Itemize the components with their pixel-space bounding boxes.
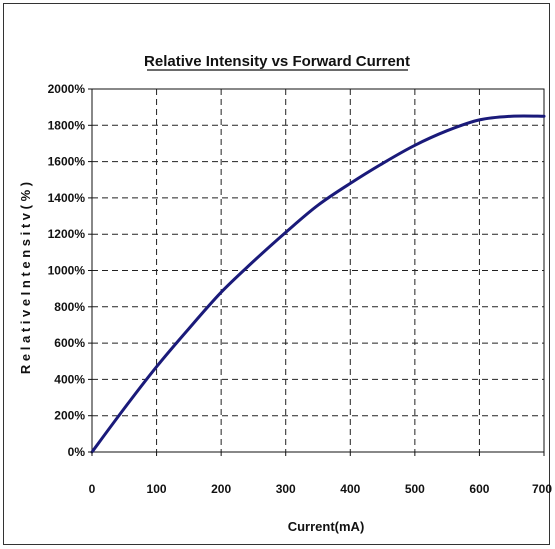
y-tick-label: 600% xyxy=(54,336,85,350)
x-axis-label: Current(mA) xyxy=(288,519,365,534)
chart-frame xyxy=(3,3,550,545)
series-line xyxy=(90,114,546,454)
chart-title: Relative Intensity vs Forward Current xyxy=(144,53,410,70)
y-tick-label: 2000% xyxy=(48,82,86,96)
x-tick-label: 400 xyxy=(340,482,360,496)
x-tick-label: 0 xyxy=(89,482,96,496)
x-tick-label: 700 xyxy=(532,482,552,496)
x-tick-label: 200 xyxy=(211,482,231,496)
y-axis-label: R e l a t i v e I n t e n s i t v ( % ) xyxy=(18,182,33,374)
y-tick-label: 1200% xyxy=(48,227,86,241)
y-tick-label: 400% xyxy=(54,372,85,386)
x-tick-label: 600 xyxy=(469,482,489,496)
grid-layer xyxy=(92,89,544,452)
y-tick-label: 1800% xyxy=(48,118,86,132)
x-tick-label: 300 xyxy=(276,482,296,496)
x-tick-label: 100 xyxy=(147,482,167,496)
y-tick-label: 1400% xyxy=(48,191,86,205)
y-tick-label: 1600% xyxy=(48,155,86,169)
y-tick-label: 800% xyxy=(54,300,85,314)
series-layer xyxy=(90,114,546,454)
x-tick-label: 500 xyxy=(405,482,425,496)
y-tick-label: 1000% xyxy=(48,264,86,278)
y-tick-label: 0% xyxy=(68,445,86,459)
tick-layer: 0% 200% 400% 600% 800% 1000% 1200% 1400% 1600% 18… xyxy=(48,82,553,496)
y-tick-label: 200% xyxy=(54,409,85,423)
